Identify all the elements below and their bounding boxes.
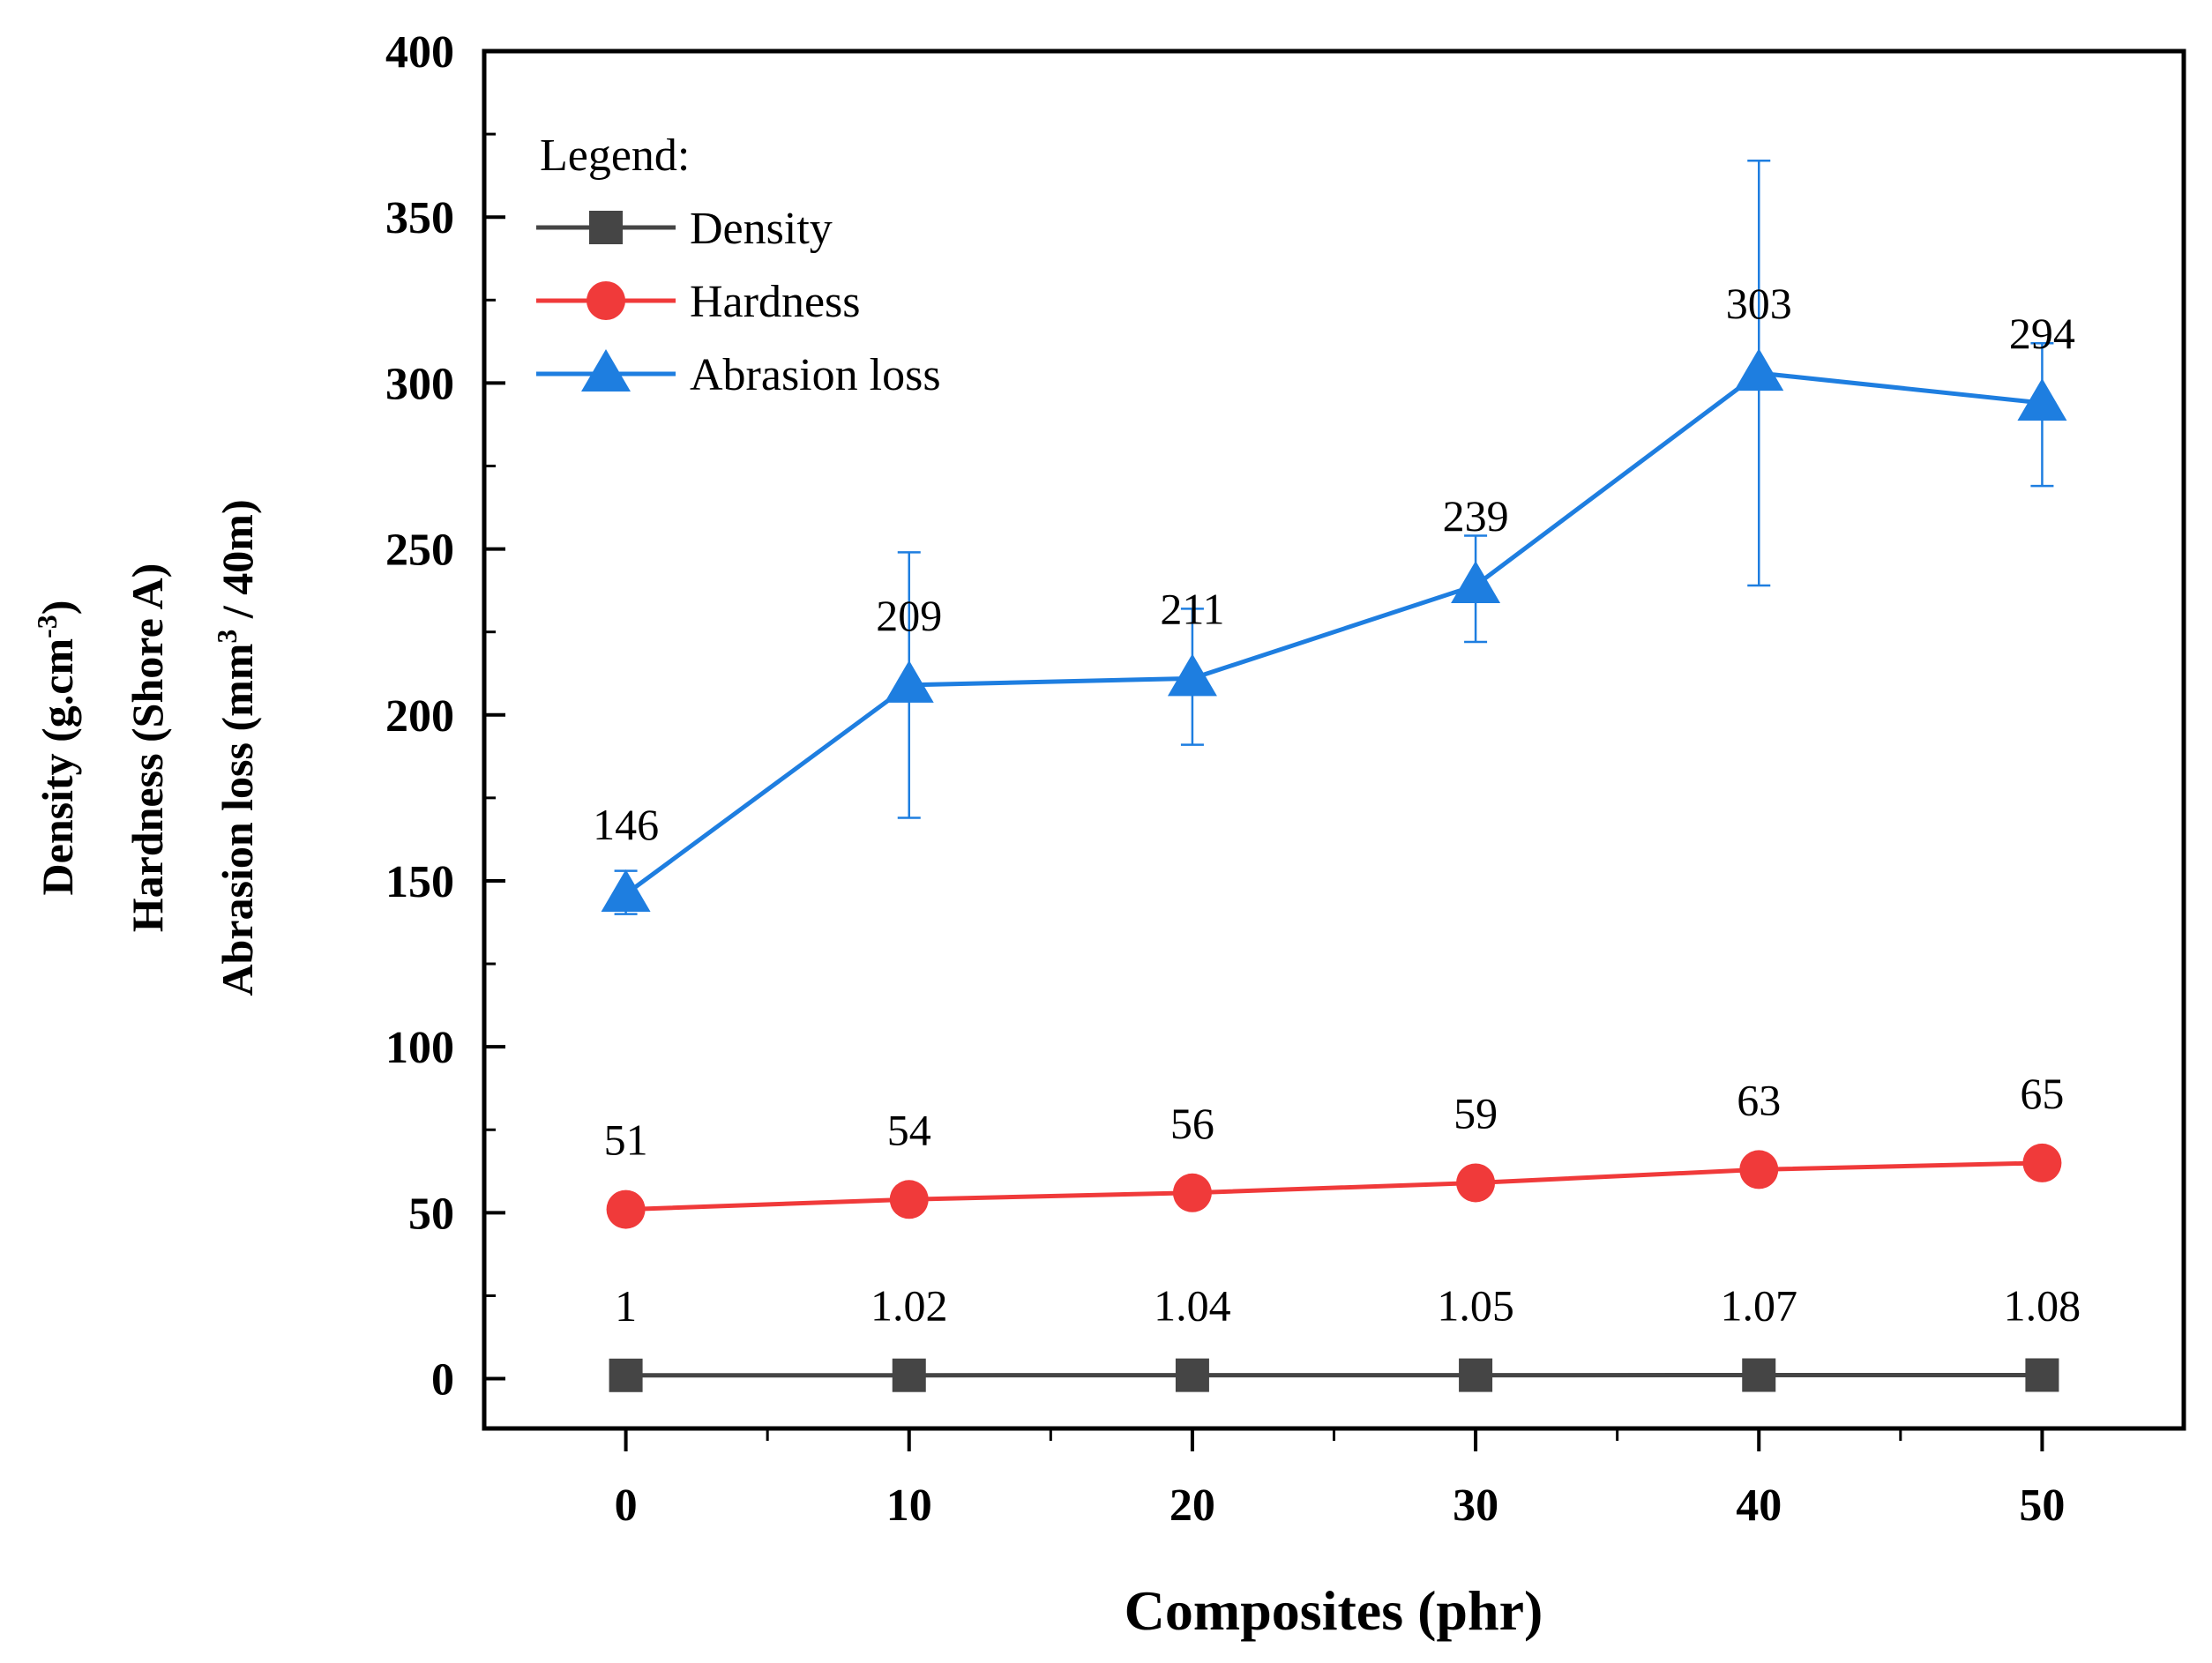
point-abrasion-loss (601, 869, 651, 913)
legend-title: Legend: (540, 131, 690, 181)
y-tick-label: 100 (385, 1023, 454, 1073)
data-label-abrasion-loss: 209 (876, 591, 942, 640)
y-tick-label: 200 (385, 691, 454, 742)
series-density: 1 1.02 1.04 1.05 1.07 1.08 (609, 1280, 2081, 1392)
y-tick-label: 50 (408, 1189, 454, 1239)
y-tick-label: 300 (385, 359, 454, 409)
x-tick-label: 0 (615, 1480, 638, 1531)
data-label-hardness: 63 (1737, 1075, 1781, 1124)
x-tick-label: 40 (1736, 1480, 1782, 1531)
x-tick-label: 30 (1453, 1480, 1498, 1531)
legend-marker-abrasion-loss (581, 349, 631, 392)
data-label-hardness: 51 (604, 1115, 648, 1165)
data-label-density: 1 (615, 1281, 637, 1331)
data-label-abrasion-loss: 211 (1160, 584, 1224, 633)
point-abrasion-loss (884, 660, 934, 703)
data-label-hardness: 65 (2020, 1069, 2064, 1118)
series-layer: 1 1.02 1.04 1.05 1.07 1.08 51 54 56 59 63 65 146 209 2… (593, 159, 2081, 1392)
x-tick-label: 10 (886, 1480, 932, 1531)
axis-ticks: 0 50 100 150 200 250 300 350 400 0 10 20 30 40 50 (385, 27, 2065, 1531)
y-tick-label: 250 (385, 526, 454, 576)
data-label-density: 1.05 (1437, 1281, 1514, 1331)
data-label-density: 1.08 (2004, 1280, 2081, 1330)
point-abrasion-loss (1451, 560, 1501, 603)
legend-marker-density (589, 211, 623, 244)
data-label-abrasion-loss: 294 (2009, 309, 2075, 358)
point-density (892, 1358, 926, 1392)
point-density (1175, 1358, 1209, 1392)
legend-label-hardness: Hardness (690, 277, 861, 327)
point-hardness (606, 1189, 646, 1229)
series-line-hardness (625, 1160, 2043, 1212)
point-hardness (889, 1180, 929, 1219)
point-abrasion-loss (2017, 377, 2067, 421)
point-hardness (1172, 1173, 1212, 1212)
legend-label-abrasion-loss: Abrasion loss (690, 350, 941, 400)
plot-frame (482, 48, 2186, 1431)
data-label-density: 1.02 (871, 1281, 948, 1331)
data-label-hardness: 54 (887, 1105, 931, 1154)
y-tick-label: 350 (385, 193, 454, 243)
point-density (609, 1358, 643, 1392)
point-hardness (1456, 1163, 1496, 1203)
y-tick-label: 0 (431, 1355, 454, 1406)
series-line-abrasion-loss (624, 370, 2043, 897)
data-label-abrasion-loss: 146 (593, 800, 659, 849)
y-tick-label: 400 (385, 27, 454, 78)
y-axis-title: Density (g.cm-3) Hardness (Shore A) Abra… (31, 499, 262, 996)
data-label-density: 1.07 (1721, 1281, 1798, 1331)
data-label-density: 1.04 (1154, 1281, 1231, 1331)
point-hardness (1739, 1150, 1779, 1189)
y-axis-title-density: Density (g.cm-3) (31, 600, 82, 896)
point-density (2025, 1358, 2059, 1392)
x-tick-label: 50 (2019, 1480, 2065, 1531)
series-hardness: 51 54 56 59 63 65 (604, 1069, 2064, 1229)
legend-marker-hardness (587, 281, 625, 320)
point-abrasion-loss (1167, 653, 1217, 697)
x-tick-label: 20 (1170, 1480, 1215, 1531)
series-abrasion-loss: 146 209 211 239 303 294 (593, 159, 2075, 915)
point-density (1459, 1358, 1493, 1392)
legend-label-density: Density (690, 204, 833, 254)
y-axis-title-hardness: Hardness (Shore A) (123, 563, 172, 933)
data-label-hardness: 56 (1170, 1099, 1214, 1148)
data-label-hardness: 59 (1453, 1088, 1498, 1137)
point-density (1742, 1358, 1776, 1392)
legend: Legend:Density Hardness Abrasion loss (536, 131, 941, 400)
data-label-abrasion-loss: 303 (1726, 279, 1792, 328)
y-axis-title-abrasion: Abrasion loss (mm3 / 40m) (211, 499, 262, 996)
data-label-abrasion-loss: 239 (1443, 491, 1509, 541)
y-tick-label: 150 (385, 857, 454, 907)
point-hardness (2022, 1143, 2062, 1182)
point-abrasion-loss (1734, 348, 1784, 392)
x-axis-title: Composites (phr) (1125, 1579, 1543, 1642)
